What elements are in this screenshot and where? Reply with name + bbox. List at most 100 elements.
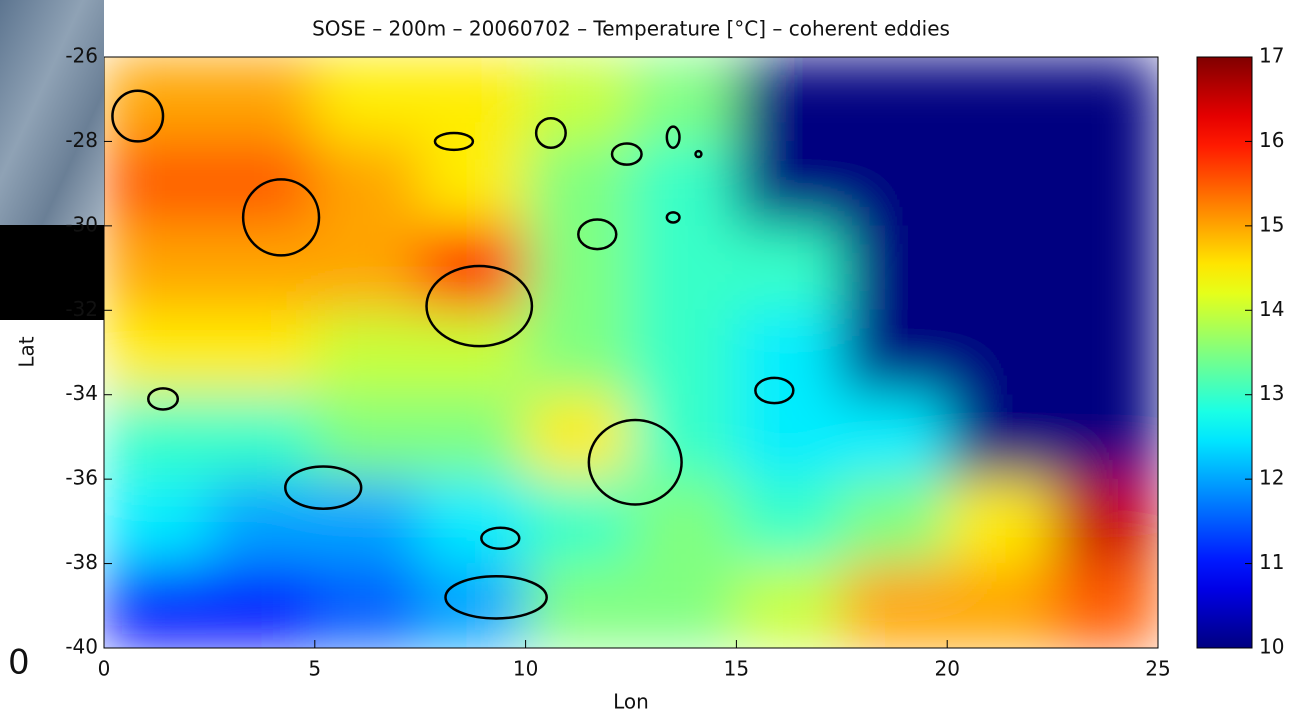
heat-cell	[630, 394, 737, 480]
heat-cell	[841, 140, 948, 227]
eddy-contour	[694, 149, 703, 159]
heat-cell	[419, 57, 527, 142]
heat-cell	[314, 309, 421, 396]
heat-cell	[314, 394, 421, 480]
heat-cell	[630, 57, 737, 142]
heat-cell	[735, 478, 843, 565]
y-tick-label: -38	[65, 550, 98, 574]
heat-cell	[525, 309, 632, 396]
heat-cell	[208, 309, 316, 396]
eddy-contour	[284, 465, 363, 510]
y-axis-label: Lat	[15, 336, 39, 367]
heatmap	[104, 57, 1158, 648]
eddy-contour	[480, 526, 521, 551]
colorbar-tick-label: 15	[1259, 212, 1284, 236]
heat-cell	[630, 225, 737, 311]
x-tick-label: 5	[308, 657, 321, 681]
heat-cell	[104, 225, 210, 311]
x-tick-label: 15	[724, 657, 749, 681]
photo-fragment	[0, 0, 104, 225]
heat-cell	[314, 563, 421, 648]
heat-cell	[1052, 478, 1158, 565]
heat-cell	[630, 478, 737, 565]
x-tick-label: 25	[1145, 657, 1170, 681]
heat-cell	[735, 57, 843, 142]
heat-cell	[946, 478, 1054, 565]
eddy-contour	[610, 142, 643, 166]
heat-cell	[1052, 225, 1158, 311]
heat-cell	[419, 478, 527, 565]
eddy-contour	[433, 131, 475, 152]
colorbar-tick-label: 14	[1259, 297, 1284, 321]
heat-cell	[841, 225, 948, 311]
heat-cell	[525, 394, 632, 480]
heat-cell	[314, 478, 421, 565]
heat-cell	[946, 394, 1054, 480]
heat-cell	[946, 57, 1054, 142]
heat-cell	[841, 563, 948, 648]
eddy-contour	[665, 211, 681, 224]
heat-cell	[314, 140, 421, 227]
heat-cell	[630, 140, 737, 227]
plot-frame	[103, 56, 1159, 649]
eddy-contour	[444, 574, 548, 620]
heat-cell	[208, 563, 316, 648]
heat-cell	[104, 478, 210, 565]
y-tick-label: -34	[65, 381, 98, 405]
colorbar-tick-label: 17	[1259, 44, 1284, 68]
heat-cell	[841, 394, 948, 480]
heat-cell	[314, 57, 421, 142]
y-tick-label: -36	[65, 466, 98, 490]
colorbar-tick-label: 12	[1259, 466, 1284, 490]
overlays	[111, 89, 795, 620]
heat-cell	[841, 478, 948, 565]
y-tick-label: -26	[65, 44, 98, 68]
heat-cell	[419, 225, 527, 311]
heat-cell	[314, 225, 421, 311]
eddy-contour	[754, 376, 795, 405]
heat-cell	[104, 309, 210, 396]
heat-cell	[946, 563, 1054, 648]
y-tick-label: -30	[65, 212, 98, 236]
x-tick-label: 10	[513, 657, 538, 681]
heat-cell	[735, 225, 843, 311]
heat-cell	[525, 140, 632, 227]
heat-cell	[946, 309, 1054, 396]
heat-cell	[841, 57, 948, 142]
heat-cell	[630, 563, 737, 648]
colorbar-tick-label: 10	[1259, 635, 1284, 659]
colorbar	[1196, 56, 1253, 649]
eddy-contour	[241, 178, 321, 257]
heat-cell	[208, 478, 316, 565]
colorbar-tick-label: 16	[1259, 128, 1284, 152]
colorbar-tick-label: 13	[1259, 381, 1284, 405]
heat-cell	[1052, 57, 1158, 142]
heat-cell	[104, 140, 210, 227]
heat-cell	[208, 57, 316, 142]
eddy-contour	[587, 418, 683, 506]
x-axis-label: Lon	[613, 690, 649, 714]
y-tick-label: -40	[65, 635, 98, 659]
heat-cell	[104, 563, 210, 648]
eddy-contour	[111, 89, 165, 143]
eddy-contour	[425, 264, 534, 348]
heat-cell	[946, 225, 1054, 311]
heat-cell	[208, 225, 316, 311]
heat-cell	[525, 57, 632, 142]
x-tick-label: 20	[934, 657, 959, 681]
eddy-contour	[577, 218, 618, 251]
heat-cell	[525, 478, 632, 565]
black-block	[0, 225, 104, 320]
heat-cell	[104, 394, 210, 480]
heat-cell	[419, 394, 527, 480]
heat-cell	[419, 140, 527, 227]
heat-cell	[208, 394, 316, 480]
y-tick-label: -28	[65, 128, 98, 152]
y-tick-label: -32	[65, 297, 98, 321]
heat-cell	[735, 394, 843, 480]
colorbar-tick-label: 11	[1259, 550, 1284, 574]
heat-cell	[1052, 563, 1158, 648]
chart-title: SOSE – 200m – 20060702 – Temperature [°C…	[312, 17, 950, 41]
